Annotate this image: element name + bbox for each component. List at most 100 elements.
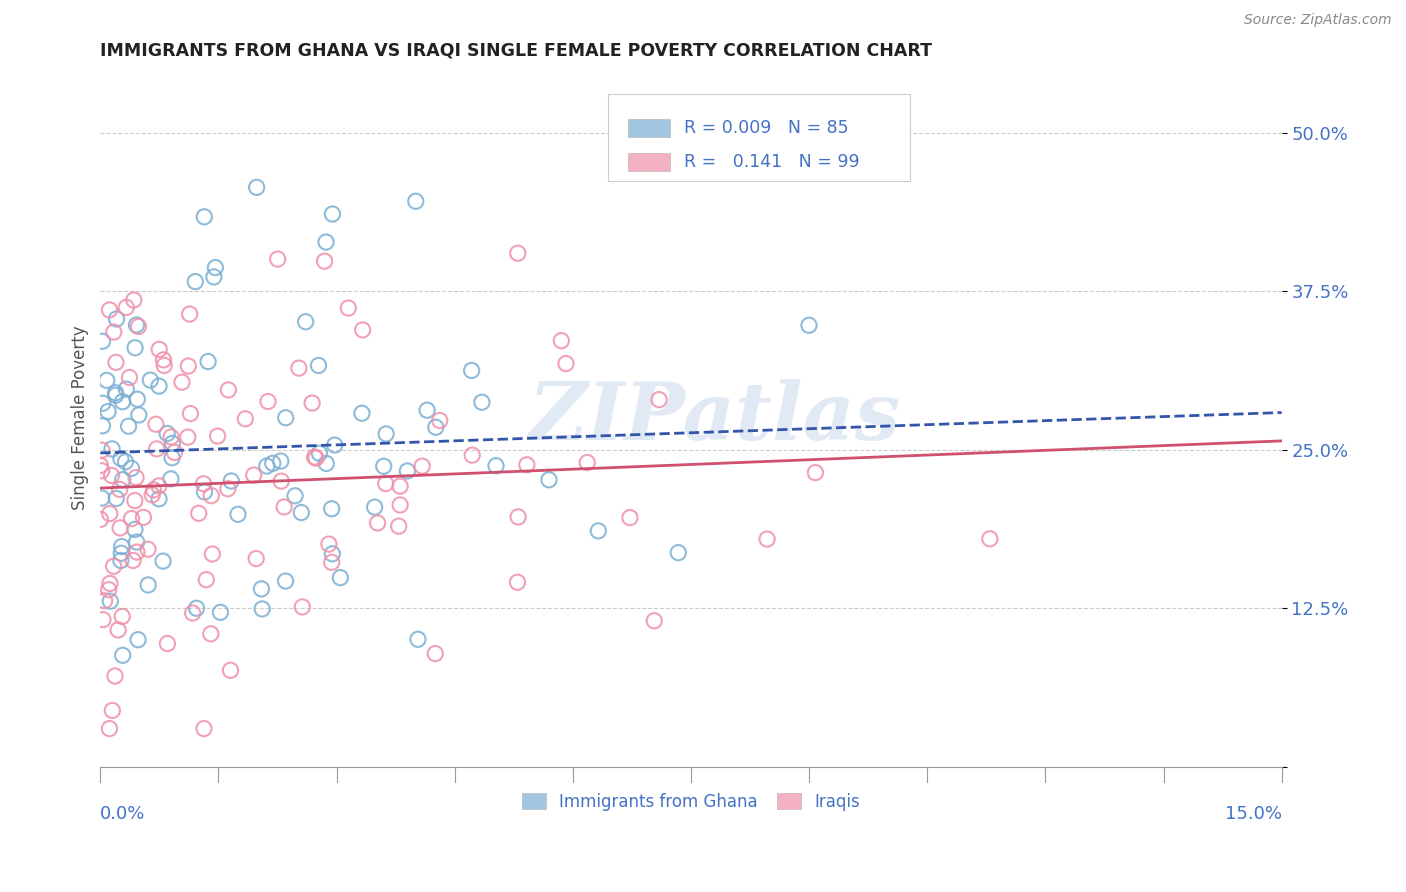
Point: [588, 524, 610, 538]
Point: [315, 235, 337, 249]
Point: [186, 601, 208, 615]
Point: [461, 448, 484, 462]
Point: [103, 325, 125, 339]
Text: Source: ZipAtlas.com: Source: ZipAtlas.com: [1244, 13, 1392, 28]
Point: [352, 323, 374, 337]
Point: [98, 722, 121, 736]
Point: [110, 546, 132, 560]
Point: [485, 458, 508, 473]
Point: [389, 479, 412, 493]
Point: [329, 571, 352, 585]
Point: [388, 519, 411, 533]
Point: [804, 466, 827, 480]
Point: [284, 489, 307, 503]
Point: [193, 476, 215, 491]
Point: [204, 260, 226, 275]
Point: [506, 575, 529, 590]
Text: IMMIGRANTS FROM GHANA VS IRAQI SINGLE FEMALE POVERTY CORRELATION CHART: IMMIGRANTS FROM GHANA VS IRAQI SINGLE FE…: [100, 42, 932, 60]
Point: [797, 318, 820, 333]
Point: [226, 508, 249, 522]
Point: [91, 334, 114, 349]
Point: [550, 334, 572, 348]
Point: [416, 403, 439, 417]
Point: [373, 459, 395, 474]
Point: [323, 438, 346, 452]
Point: [90, 443, 112, 458]
Point: [152, 352, 174, 367]
Point: [274, 410, 297, 425]
Point: [148, 491, 170, 506]
Point: [274, 574, 297, 588]
Point: [90, 491, 112, 505]
Point: [91, 396, 114, 410]
Text: 15.0%: 15.0%: [1225, 805, 1282, 823]
Point: [425, 647, 447, 661]
Point: [124, 341, 146, 355]
Point: [291, 599, 314, 614]
Point: [177, 430, 200, 444]
Point: [179, 307, 201, 321]
Point: [471, 395, 494, 409]
Point: [308, 446, 330, 460]
Point: [405, 194, 427, 209]
Point: [179, 407, 201, 421]
Point: [308, 359, 330, 373]
Point: [756, 532, 779, 546]
Y-axis label: Single Female Poverty: Single Female Poverty: [72, 326, 89, 510]
Point: [115, 382, 138, 396]
Point: [555, 357, 578, 371]
Point: [209, 605, 232, 619]
Point: [321, 207, 343, 221]
FancyBboxPatch shape: [628, 153, 669, 170]
Point: [406, 632, 429, 647]
Point: [219, 474, 242, 488]
Point: [350, 406, 373, 420]
Point: [337, 301, 360, 315]
Point: [162, 436, 184, 450]
Point: [537, 473, 560, 487]
Point: [257, 394, 280, 409]
Point: [98, 594, 121, 608]
Point: [160, 430, 183, 444]
Point: [425, 420, 447, 434]
Point: [270, 474, 292, 488]
Point: [666, 546, 689, 560]
Point: [136, 542, 159, 557]
Point: [314, 254, 336, 268]
Point: [127, 319, 149, 334]
Point: [187, 506, 209, 520]
FancyBboxPatch shape: [628, 119, 669, 136]
Point: [103, 559, 125, 574]
Point: [111, 394, 134, 409]
Point: [122, 293, 145, 307]
Point: [153, 359, 176, 373]
Point: [145, 442, 167, 456]
Point: [318, 537, 340, 551]
Point: [125, 318, 148, 332]
Point: [396, 464, 419, 478]
Point: [117, 419, 139, 434]
Point: [90, 464, 112, 478]
Point: [105, 312, 128, 326]
Legend: Immigrants from Ghana, Iraqis: Immigrants from Ghana, Iraqis: [516, 786, 866, 817]
Point: [108, 521, 131, 535]
Point: [367, 516, 389, 530]
Point: [127, 392, 149, 407]
Point: [111, 540, 134, 554]
Point: [195, 573, 218, 587]
Point: [246, 180, 269, 194]
Point: [136, 578, 159, 592]
Point: [121, 511, 143, 525]
Point: [142, 483, 165, 497]
Point: [233, 411, 256, 425]
Text: ZIPatlas: ZIPatlas: [529, 379, 901, 457]
Point: [89, 458, 111, 473]
Point: [305, 451, 328, 466]
Point: [201, 547, 224, 561]
Point: [429, 413, 451, 427]
Point: [375, 426, 398, 441]
Point: [124, 493, 146, 508]
Point: [107, 623, 129, 637]
Point: [576, 456, 599, 470]
Point: [122, 553, 145, 567]
